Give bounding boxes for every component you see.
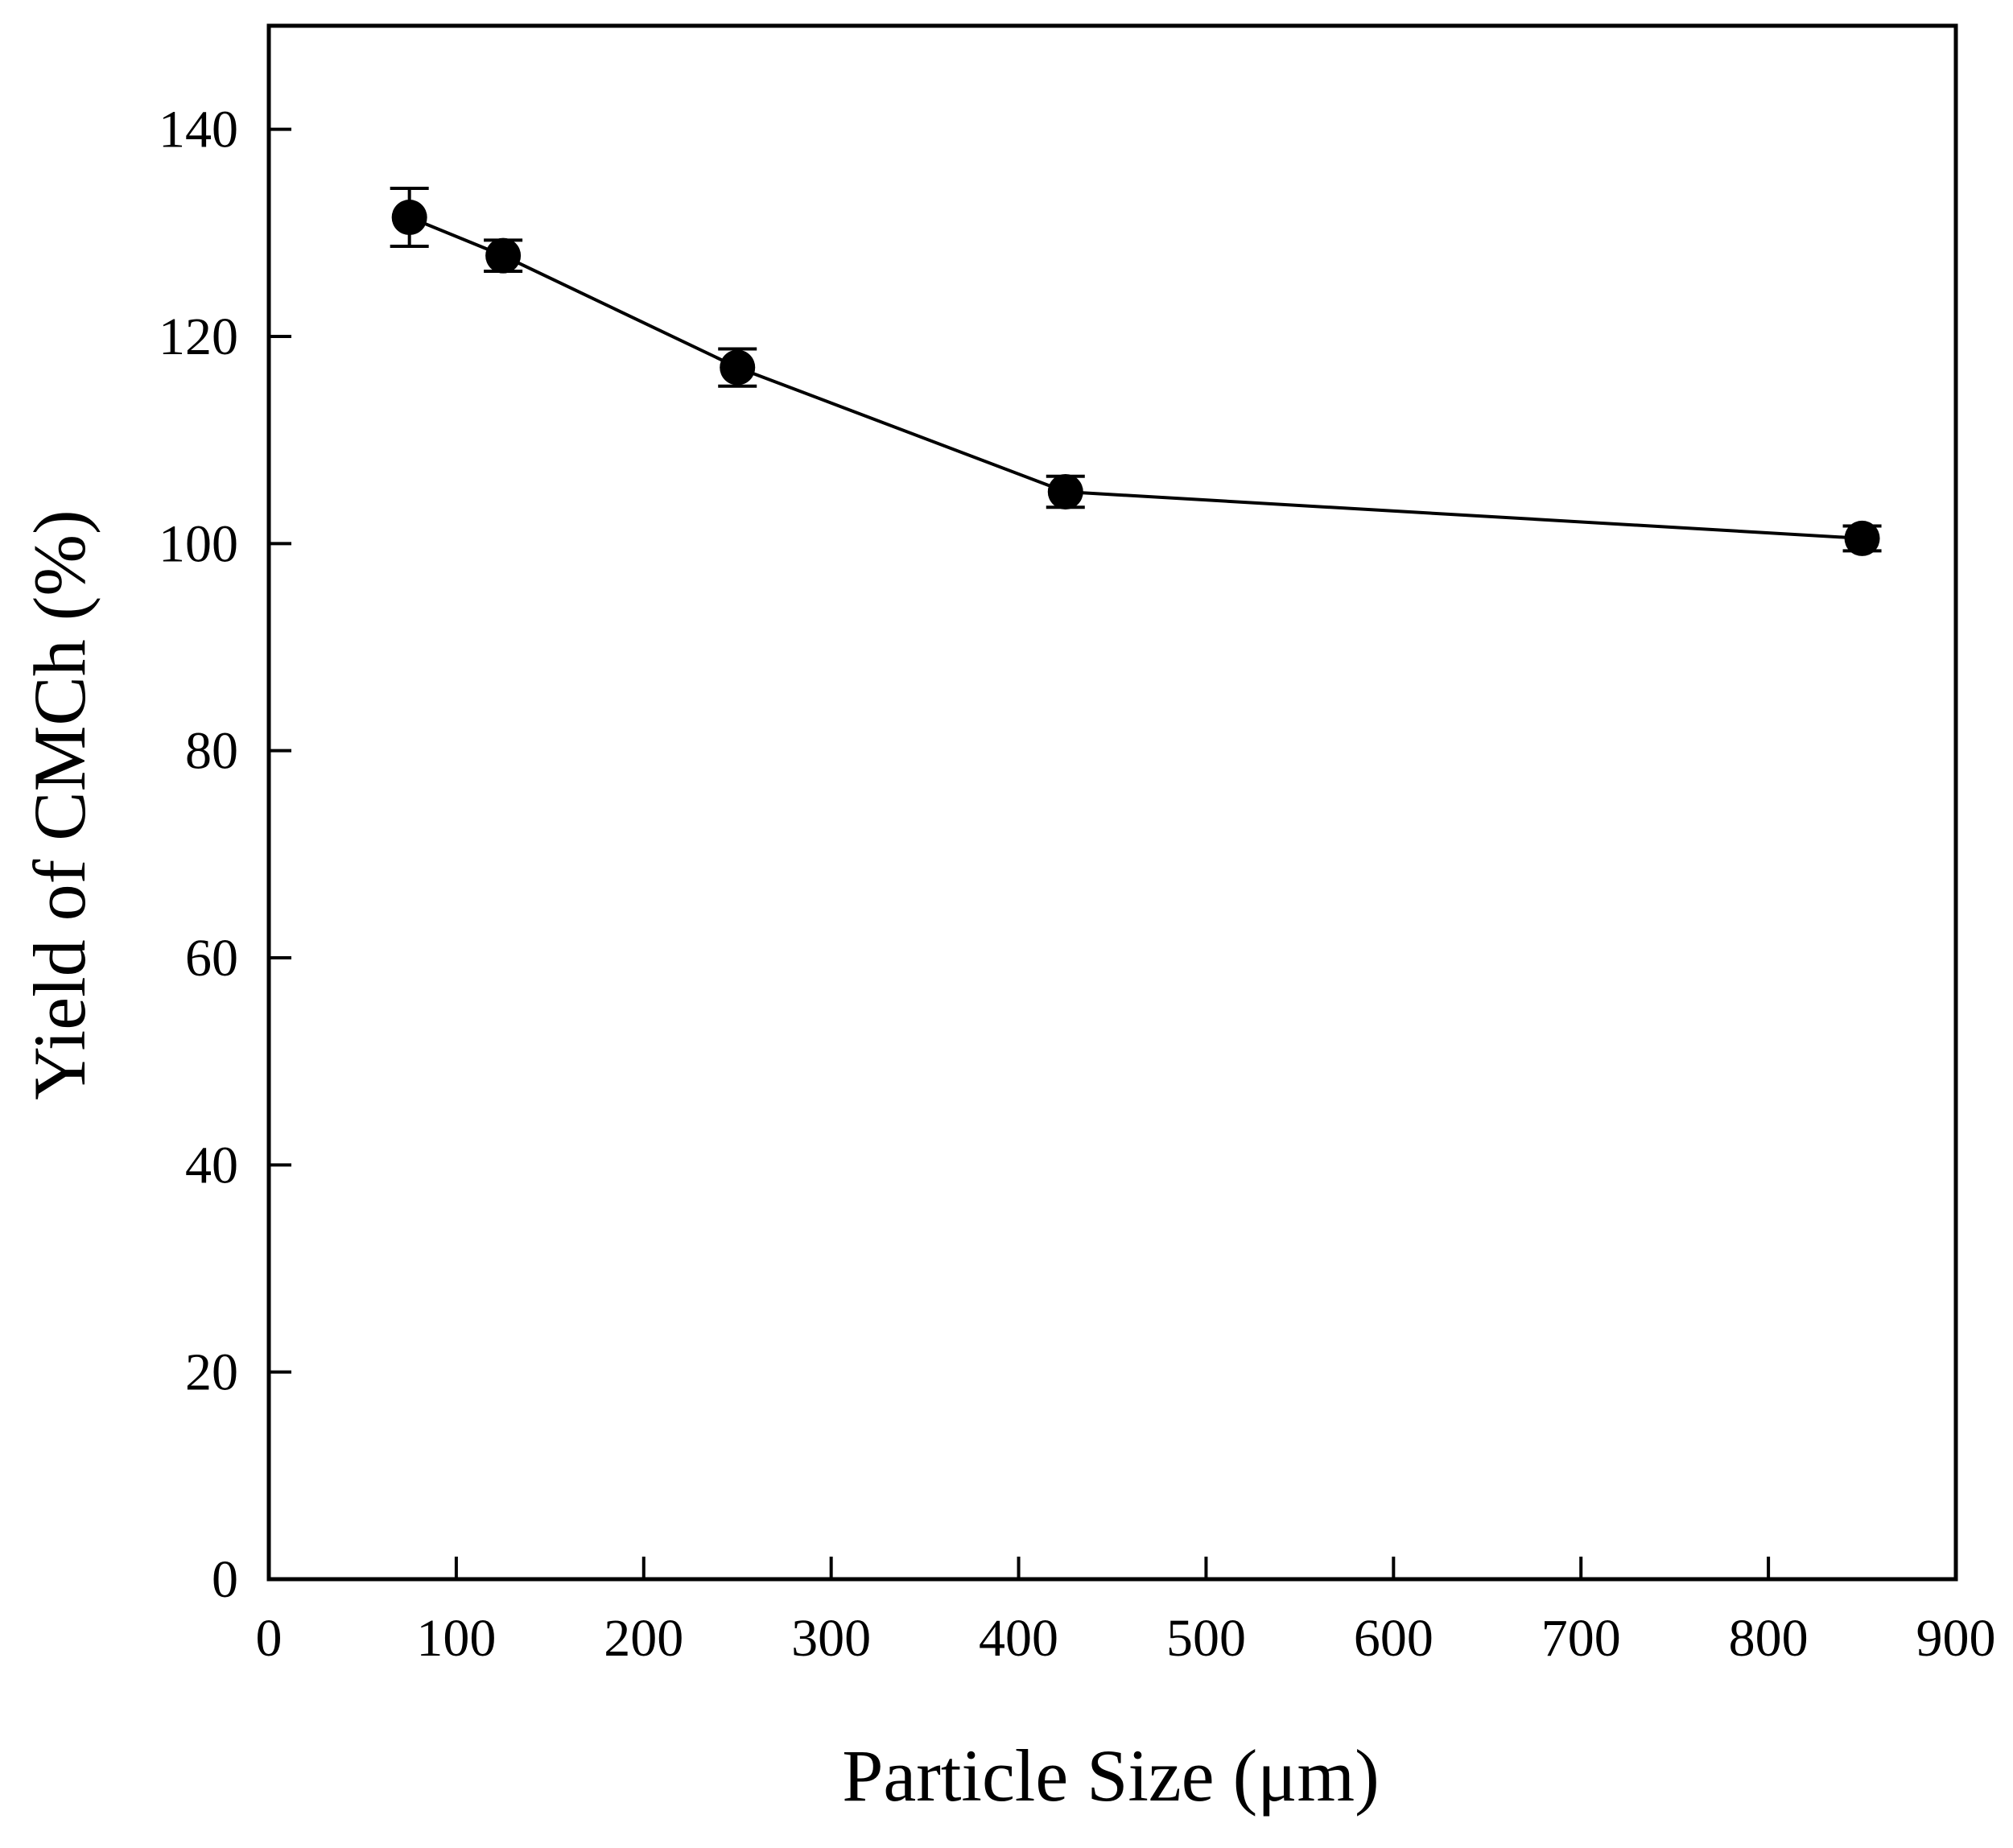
y-tick-label: 80 <box>185 722 238 781</box>
y-tick-label: 100 <box>159 514 238 573</box>
data-point <box>1844 520 1880 556</box>
data-point <box>720 349 756 386</box>
data-point <box>485 237 522 274</box>
y-tick-label: 60 <box>185 929 238 988</box>
y-axis-title: Yield of CMCh (%) <box>19 509 101 1099</box>
x-tick-label: 700 <box>1541 1609 1621 1668</box>
x-axis-title: Particle Size (μm) <box>842 1735 1380 1817</box>
y-tick-label: 0 <box>212 1550 238 1609</box>
x-tick-label: 100 <box>416 1609 496 1668</box>
y-tick-label: 20 <box>185 1343 238 1402</box>
series-line-0 <box>408 216 1862 540</box>
x-tick-label: 400 <box>979 1609 1058 1668</box>
plot-frame <box>266 23 1958 1582</box>
x-tick-label: 200 <box>604 1609 683 1668</box>
data-point <box>391 200 427 236</box>
y-tick-label: 140 <box>159 101 238 159</box>
y-tick-label: 120 <box>159 307 238 366</box>
x-tick-label: 500 <box>1166 1609 1246 1668</box>
data-point <box>1047 474 1083 509</box>
y-tick-label: 40 <box>185 1136 238 1194</box>
x-tick-label: 900 <box>1916 1609 1996 1668</box>
x-tick-label: 0 <box>256 1609 283 1668</box>
x-tick-label: 600 <box>1354 1609 1433 1668</box>
plot-area: 0 100 200 300 400 500 600 700 800 900 0 20 40 60 80 100… <box>159 23 1996 1668</box>
x-tick-label: 300 <box>791 1609 871 1668</box>
x-tick-label: 800 <box>1729 1609 1809 1668</box>
